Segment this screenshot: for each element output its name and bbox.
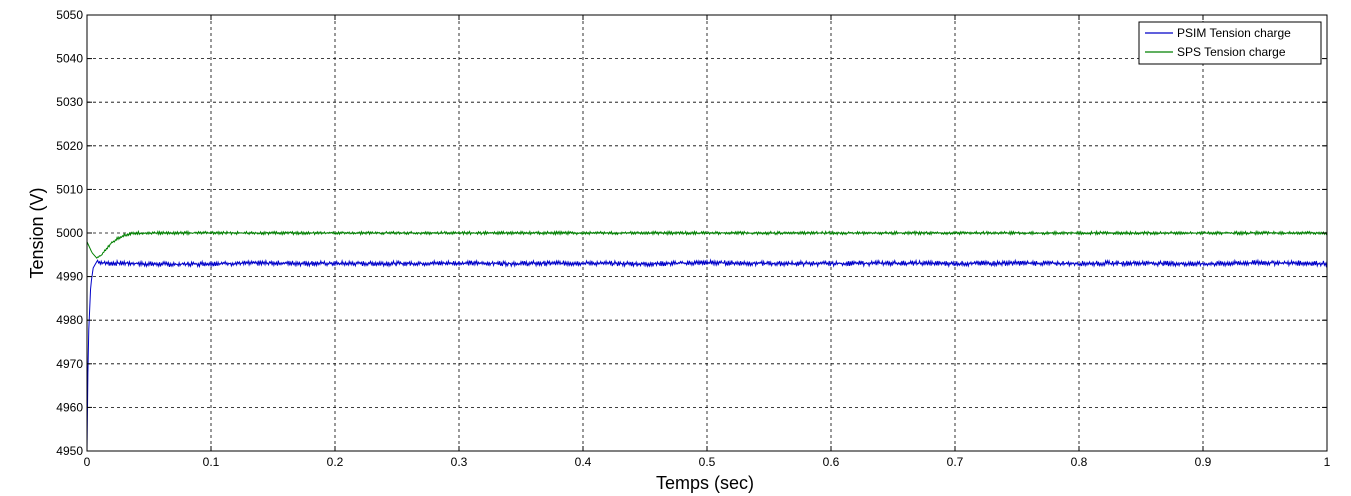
y-tick-label: 4970 [56,357,83,371]
y-axis-label: Tension (V) [27,187,47,278]
y-tick-label: 5010 [56,182,83,196]
x-tick-label: 1 [1324,455,1331,469]
x-tick-label: 0.9 [1195,455,1212,469]
x-tick-label: 0.4 [575,455,592,469]
y-tick-label: 4950 [56,444,83,458]
x-tick-label: 0.2 [327,455,344,469]
x-axis-label: Temps (sec) [656,473,754,493]
series-line-psim [86,258,1328,452]
tick-labels: 0 0.1 0.2 0.3 0.4 0.5 0.6 0.7 0.8 0.9 1 4950 4960 497… [56,8,1330,469]
y-tick-label: 4960 [56,400,83,414]
y-tick-label: 4980 [56,313,83,327]
y-tick-label: 5030 [56,95,83,109]
legend-entry-psim: PSIM Tension charge [1177,26,1291,40]
legend-entry-sps: SPS Tension charge [1177,45,1286,59]
legend-box [1138,21,1322,65]
x-tick-label: 0.5 [699,455,716,469]
y-tick-label: 4990 [56,270,83,284]
x-tick-label: 0.1 [203,455,220,469]
series-group [86,229,1328,452]
x-tick-label: 0.7 [947,455,964,469]
legend: PSIM Tension charge SPS Tension charge [1138,21,1322,65]
x-tick-label: 0.6 [823,455,840,469]
x-tick-label: 0.3 [451,455,468,469]
y-tick-label: 5040 [56,52,83,66]
x-tick-label: 0 [84,455,91,469]
series-line-sps [86,229,1328,259]
ticks [86,14,1328,452]
y-tick-label: 5020 [56,139,83,153]
x-tick-label: 0.8 [1071,455,1088,469]
y-tick-label: 5050 [56,8,83,22]
y-tick-label: 5000 [56,226,83,240]
